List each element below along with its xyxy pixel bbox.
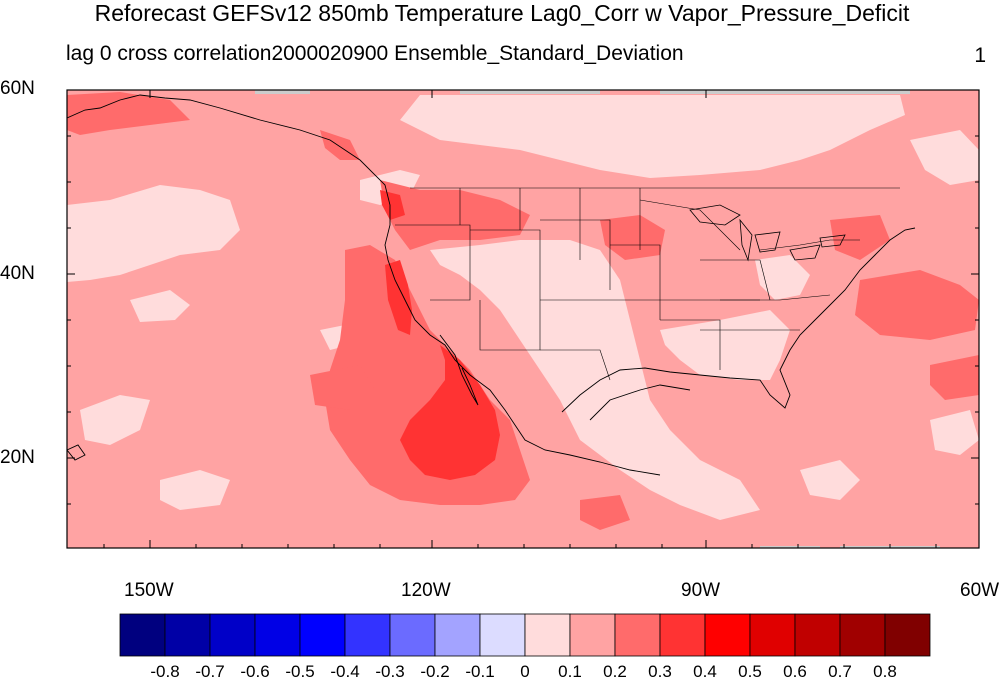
- colorbar-box: [614, 613, 661, 657]
- colorbar-box: [794, 613, 841, 657]
- subtitle-center: 2000020900 Ensemble_Standard_Deviation: [271, 42, 684, 65]
- lat-label-60n: 60N: [0, 78, 35, 99]
- plot-subtitle: lag 0 cross correlation2000020900 Ensemb…: [66, 42, 684, 66]
- colorbar-box: [254, 613, 301, 657]
- colorbar-box: [479, 613, 526, 657]
- colorbar-box: [389, 613, 436, 657]
- colorbar-box: [659, 613, 706, 657]
- lat-label-40n: 40N: [0, 263, 35, 284]
- colorbar-tick-label: 0.2: [603, 662, 627, 681]
- lon-label-60w: 60W: [960, 580, 1000, 601]
- colorbar-box: [434, 613, 481, 657]
- lon-label-90w: 90W: [681, 580, 721, 601]
- colorbar-tick-label: -0.8: [150, 662, 180, 681]
- colorbar-tick-label: 0.6: [783, 662, 807, 681]
- colorbar-box: [839, 613, 886, 657]
- lat-label-20n: 20N: [0, 447, 35, 468]
- colorbar-tick-label: 0.1: [558, 662, 582, 681]
- tick-marks: [67, 89, 979, 548]
- colorbar-tick-label: 0.5: [738, 662, 762, 681]
- plot-title: Reforecast GEFSv12 850mb Temperature Lag…: [94, 0, 910, 26]
- colorbar-tick-label: 0.4: [693, 662, 717, 681]
- lon-label-120w: 120W: [401, 580, 451, 601]
- coastlines: [67, 94, 916, 476]
- colorbar-box: [569, 613, 616, 657]
- colorbar-tick-label: 0.3: [648, 662, 672, 681]
- colorbar-box: [704, 613, 751, 657]
- lon-label-150w: 150W: [124, 580, 174, 601]
- colorbar-tick-label: 0: [520, 662, 530, 681]
- subtitle-left: lag 0 cross correlation: [66, 42, 272, 65]
- colorbar-tick-label: 0.7: [828, 662, 852, 681]
- plot-subtitle-right: 1: [974, 44, 986, 67]
- colorbar-tick-label: -0.3: [375, 662, 405, 681]
- colorbar-boxes: [119, 613, 931, 657]
- great-lakes: [689, 204, 846, 262]
- colorbar-tick-label: 0.8: [873, 662, 897, 681]
- colorbar-tick-label: -0.2: [420, 662, 450, 681]
- colorbar-tick-label: -0.7: [195, 662, 225, 681]
- colorbar-tick-label: -0.1: [465, 662, 495, 681]
- colorbar-box: [344, 613, 391, 657]
- colorbar-box: [524, 613, 571, 657]
- map-frame: [66, 89, 980, 549]
- colorbar-box: [119, 613, 166, 657]
- colorbar-box: [299, 613, 346, 657]
- state-boundaries: [395, 187, 900, 381]
- colorbar-box: [749, 613, 796, 657]
- colorbar-tick-label: -0.5: [285, 662, 315, 681]
- colorbar-tick-label: -0.6: [240, 662, 270, 681]
- colorbar-box: [884, 613, 931, 657]
- correlation-map: [66, 89, 980, 549]
- colorbar-box: [209, 613, 256, 657]
- colorbar-box: [164, 613, 211, 657]
- colorbar-tick-label: -0.4: [330, 662, 360, 681]
